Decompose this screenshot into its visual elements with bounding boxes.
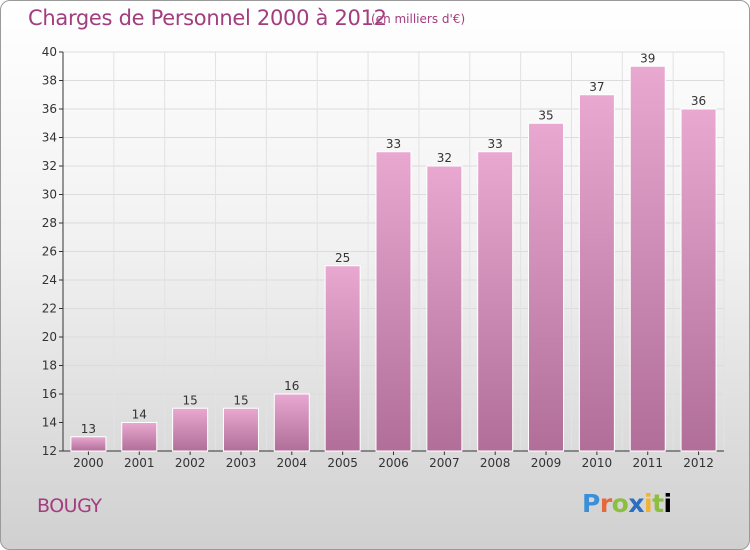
x-tick-label: 2009 — [531, 456, 562, 470]
x-tick-label: 2003 — [226, 456, 257, 470]
y-tick-label: 26 — [42, 245, 57, 259]
x-tick-label: 2012 — [683, 456, 714, 470]
bar-2003 — [222, 407, 259, 452]
bar-value-label: 36 — [691, 94, 706, 108]
bar-value-label: 32 — [437, 151, 452, 165]
y-tick-label: 30 — [42, 188, 57, 202]
logo-letter: t — [652, 489, 664, 518]
x-tick-label: 2004 — [277, 456, 308, 470]
bar-value-label: 15 — [182, 393, 197, 407]
bar-2006 — [375, 151, 412, 452]
proxiti-logo: Proxiti — [582, 489, 672, 518]
y-tick-label: 32 — [42, 159, 57, 173]
bar-2005 — [324, 265, 361, 452]
bar-2011 — [629, 65, 666, 452]
bar-2012 — [680, 108, 717, 452]
x-tick-label: 2002 — [175, 456, 206, 470]
x-tick-label: 2011 — [632, 456, 663, 470]
bar-2009 — [528, 122, 565, 452]
y-tick-label: 34 — [42, 131, 57, 145]
y-tick-label: 16 — [42, 387, 57, 401]
x-tick-label: 2006 — [378, 456, 409, 470]
bar-value-label: 15 — [233, 393, 248, 407]
x-tick-label: 2010 — [582, 456, 613, 470]
bars — [70, 65, 717, 452]
bar-value-label: 14 — [132, 408, 147, 422]
bar-value-label: 33 — [488, 137, 503, 151]
y-tick-label: 28 — [42, 216, 57, 230]
x-tick-label: 2005 — [327, 456, 358, 470]
y-tick-label: 24 — [42, 273, 57, 287]
bar-2000 — [70, 436, 107, 452]
bar-value-label: 39 — [640, 51, 655, 65]
bar-2008 — [477, 151, 514, 452]
chart-title: Charges de Personnel 2000 à 2012 — [28, 6, 387, 30]
bar-value-label: 25 — [335, 251, 350, 265]
x-tick-label: 2007 — [429, 456, 460, 470]
logo-letter: o — [611, 489, 629, 518]
y-tick-label: 36 — [42, 102, 57, 116]
y-tick-label: 12 — [42, 444, 57, 458]
y-tick-label: 18 — [42, 359, 57, 373]
x-tick-label: 2008 — [480, 456, 511, 470]
bar-value-label: 13 — [81, 422, 96, 436]
x-tick-label: 2000 — [73, 456, 104, 470]
unit-label: (en milliers d'€) — [371, 12, 466, 26]
bar-2007 — [426, 165, 463, 452]
logo-letter: P — [582, 489, 600, 518]
logo-letter: i — [663, 489, 673, 518]
labels: 12 14 16 18 20 22 24 26 28 30 32 34 36 38 40 13 2000 14 20… — [42, 45, 714, 470]
logo-letter: x — [628, 489, 644, 518]
logo-letter: r — [599, 489, 612, 518]
y-tick-label: 22 — [42, 302, 57, 316]
x-tick-label: 2001 — [124, 456, 155, 470]
bar-2001 — [121, 422, 158, 452]
y-tick-label: 40 — [42, 45, 57, 59]
bar-value-label: 16 — [284, 379, 299, 393]
bar-value-label: 33 — [386, 137, 401, 151]
bar-2002 — [172, 407, 209, 452]
y-tick-label: 38 — [42, 74, 57, 88]
bar-value-label: 35 — [538, 108, 553, 122]
place-name: BOUGY — [37, 495, 102, 517]
y-tick-label: 20 — [42, 330, 57, 344]
logo-letter: i — [644, 489, 653, 518]
y-tick-label: 14 — [42, 416, 57, 430]
bar-2010 — [578, 94, 615, 452]
bar-2004 — [273, 393, 310, 452]
bar-value-label: 37 — [589, 80, 604, 94]
